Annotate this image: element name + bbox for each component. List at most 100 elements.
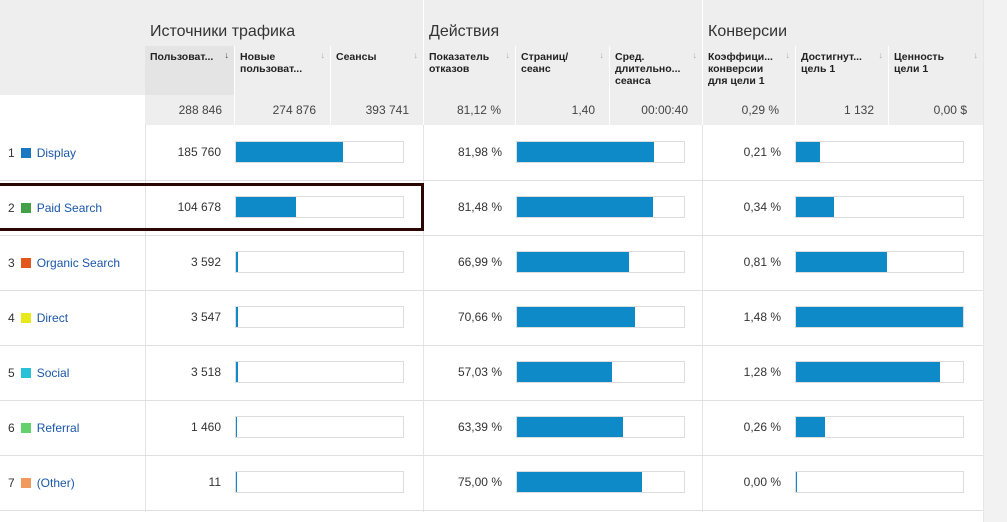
sort-icon[interactable]: ↓: [413, 50, 419, 60]
conv-rate-bar: [796, 252, 888, 272]
channel-color-swatch: [20, 478, 31, 488]
bounce-rate-bar: [517, 252, 629, 272]
column-label-conv-rate: Коэффици... конверсии для цели 1: [708, 51, 773, 87]
row-index: 7: [8, 476, 15, 490]
row-divider: [0, 455, 983, 456]
conv-rate-value: 0,81 %: [743, 255, 781, 269]
users-share-bar-track: [235, 471, 404, 493]
users-value: 3 518: [190, 365, 221, 379]
bounce-rate-bar-track: [516, 416, 685, 438]
row-divider: [0, 345, 983, 346]
users-share-bar: [236, 417, 237, 437]
channel-color-swatch: [20, 258, 31, 268]
channel-cell: 4 Direct: [0, 290, 145, 345]
bounce-rate-bar-track: [516, 361, 685, 383]
bounce-value: 63,39 %: [457, 420, 502, 434]
column-header-conv-rate[interactable]: Коэффици... конверсии для цели 1 ↓: [703, 46, 795, 95]
conv-rate-value: 1,28 %: [743, 365, 781, 379]
channel-link[interactable]: Paid Search: [36, 201, 103, 215]
sort-icon[interactable]: ↓: [973, 50, 979, 60]
channel-cell: 3 Organic Search: [0, 235, 145, 290]
channel-color-swatch: [20, 313, 31, 323]
column-header-sessions[interactable]: Сеансы ↓: [331, 46, 423, 95]
sort-icon[interactable]: ↓: [878, 50, 884, 60]
row-divider: [0, 290, 983, 291]
row-divider: [0, 510, 983, 511]
users-share-bar: [236, 197, 297, 217]
column-divider: [423, 125, 424, 512]
group-actions: Действия: [424, 0, 702, 46]
users-share-bar: [236, 142, 344, 162]
bounce-rate-bar-track: [516, 251, 685, 273]
bounce-value: 81,98 %: [457, 145, 502, 159]
users-share-bar-track: [235, 306, 404, 328]
group-title-traffic: Источники трафика: [150, 23, 296, 40]
channel-link[interactable]: Organic Search: [36, 256, 121, 270]
row-divider: [0, 180, 983, 181]
total-users: 288 846: [145, 95, 234, 125]
channel-color-swatch: [20, 368, 31, 378]
conv-rate-bar: [796, 307, 963, 327]
column-header-duration[interactable]: Сред. длительно... сеанса ↓: [610, 46, 702, 95]
row-index: 6: [8, 421, 15, 435]
column-header-goal-value[interactable]: Ценность цели 1 ↓: [889, 46, 983, 95]
group-conversions: Конверсии: [703, 0, 983, 46]
bounce-rate-bar-track: [516, 141, 685, 163]
column-header-users[interactable]: Пользоват... ↓: [145, 46, 234, 95]
report-table: Источники трафика Действия Конверсии Пол…: [0, 0, 983, 512]
column-header-pages[interactable]: Страниц/ сеанс ↓: [516, 46, 609, 95]
highlight-box: [0, 183, 424, 231]
bounce-value: 81,48 %: [457, 200, 502, 214]
conv-rate-value: 0,34 %: [743, 200, 781, 214]
sort-icon[interactable]: ↓: [785, 50, 791, 60]
users-share-bar-track: [235, 251, 404, 273]
column-label-bounce: Показатель отказов: [429, 51, 490, 75]
channel-cell: 1 Display: [0, 125, 145, 180]
bounce-value: 57,03 %: [457, 365, 502, 379]
sort-icon[interactable]: ↓: [692, 50, 698, 60]
row-index: 4: [8, 311, 15, 325]
conv-rate-bar: [796, 417, 826, 437]
group-title-actions: Действия: [429, 23, 500, 40]
channel-link[interactable]: (Other): [36, 476, 75, 490]
users-share-bar-track: [235, 361, 404, 383]
channel-cell: 7 (Other): [0, 455, 145, 510]
total-pages: 1,40: [516, 95, 609, 125]
sort-icon[interactable]: ↓: [505, 50, 511, 60]
header-dimension-blank: [0, 0, 145, 95]
column-label-pages: Страниц/ сеанс: [521, 51, 569, 75]
column-header-new-users[interactable]: Новые пользоват... ↓: [235, 46, 330, 95]
row-divider: [0, 235, 983, 236]
group-traffic-sources: Источники трафика: [145, 0, 423, 46]
column-divider: [702, 125, 703, 512]
total-duration: 00:00:40: [610, 95, 702, 125]
conv-rate-bar-track: [795, 251, 964, 273]
total-sessions: 393 741: [331, 95, 423, 125]
users-share-bar: [236, 307, 238, 327]
sort-icon[interactable]: ↓: [320, 50, 326, 60]
conv-rate-bar: [796, 472, 797, 492]
conv-rate-bar: [796, 362, 941, 382]
users-value: 3 592: [190, 255, 221, 269]
column-label-sessions: Сеансы: [336, 51, 377, 63]
conv-rate-bar-track: [795, 471, 964, 493]
column-header-goal-reached[interactable]: Достигнут... цель 1 ↓: [796, 46, 888, 95]
channel-link[interactable]: Direct: [36, 311, 69, 325]
bounce-rate-bar: [517, 362, 613, 382]
channel-link[interactable]: Referral: [36, 421, 80, 435]
row-divider: [0, 400, 983, 401]
channel-link[interactable]: Display: [36, 146, 77, 160]
bounce-rate-bar-track: [516, 471, 685, 493]
conv-rate-bar-track: [795, 141, 964, 163]
channel-link[interactable]: Social: [36, 366, 70, 380]
sort-desc-icon[interactable]: ↓: [224, 50, 230, 60]
scrollbar-track[interactable]: [983, 0, 1007, 522]
column-header-bounce[interactable]: Показатель отказов ↓: [424, 46, 515, 95]
channel-color-swatch: [20, 148, 31, 158]
bounce-value: 75,00 %: [457, 475, 502, 489]
sort-icon[interactable]: ↓: [599, 50, 605, 60]
totals-dimension-blank: [0, 95, 145, 125]
total-new-users: 274 876: [235, 95, 330, 125]
bounce-rate-bar: [517, 472, 643, 492]
conv-rate-bar: [796, 142, 820, 162]
